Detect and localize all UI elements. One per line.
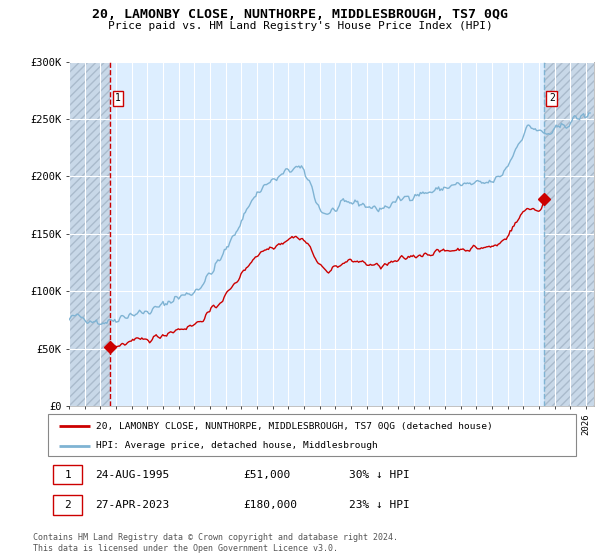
- Bar: [53, 495, 82, 515]
- Text: 30% ↓ HPI: 30% ↓ HPI: [349, 470, 410, 479]
- Text: 1: 1: [115, 94, 121, 104]
- Text: Contains HM Land Registry data © Crown copyright and database right 2024.
This d: Contains HM Land Registry data © Crown c…: [33, 533, 398, 553]
- Text: 24-AUG-1995: 24-AUG-1995: [95, 470, 170, 479]
- Text: £51,000: £51,000: [244, 470, 290, 479]
- Text: 20, LAMONBY CLOSE, NUNTHORPE, MIDDLESBROUGH, TS7 0QG (detached house): 20, LAMONBY CLOSE, NUNTHORPE, MIDDLESBRO…: [95, 422, 492, 431]
- Text: 1: 1: [64, 470, 71, 479]
- Text: 2: 2: [549, 94, 555, 104]
- Bar: [69, 62, 110, 406]
- Text: HPI: Average price, detached house, Middlesbrough: HPI: Average price, detached house, Midd…: [95, 441, 377, 450]
- Bar: [53, 465, 82, 484]
- Text: £180,000: £180,000: [244, 500, 298, 510]
- Text: Price paid vs. HM Land Registry's House Price Index (HPI): Price paid vs. HM Land Registry's House …: [107, 21, 493, 31]
- Text: 20, LAMONBY CLOSE, NUNTHORPE, MIDDLESBROUGH, TS7 0QG: 20, LAMONBY CLOSE, NUNTHORPE, MIDDLESBRO…: [92, 8, 508, 21]
- Bar: [544, 62, 594, 406]
- Text: 23% ↓ HPI: 23% ↓ HPI: [349, 500, 410, 510]
- Text: 2: 2: [64, 500, 71, 510]
- Text: 27-APR-2023: 27-APR-2023: [95, 500, 170, 510]
